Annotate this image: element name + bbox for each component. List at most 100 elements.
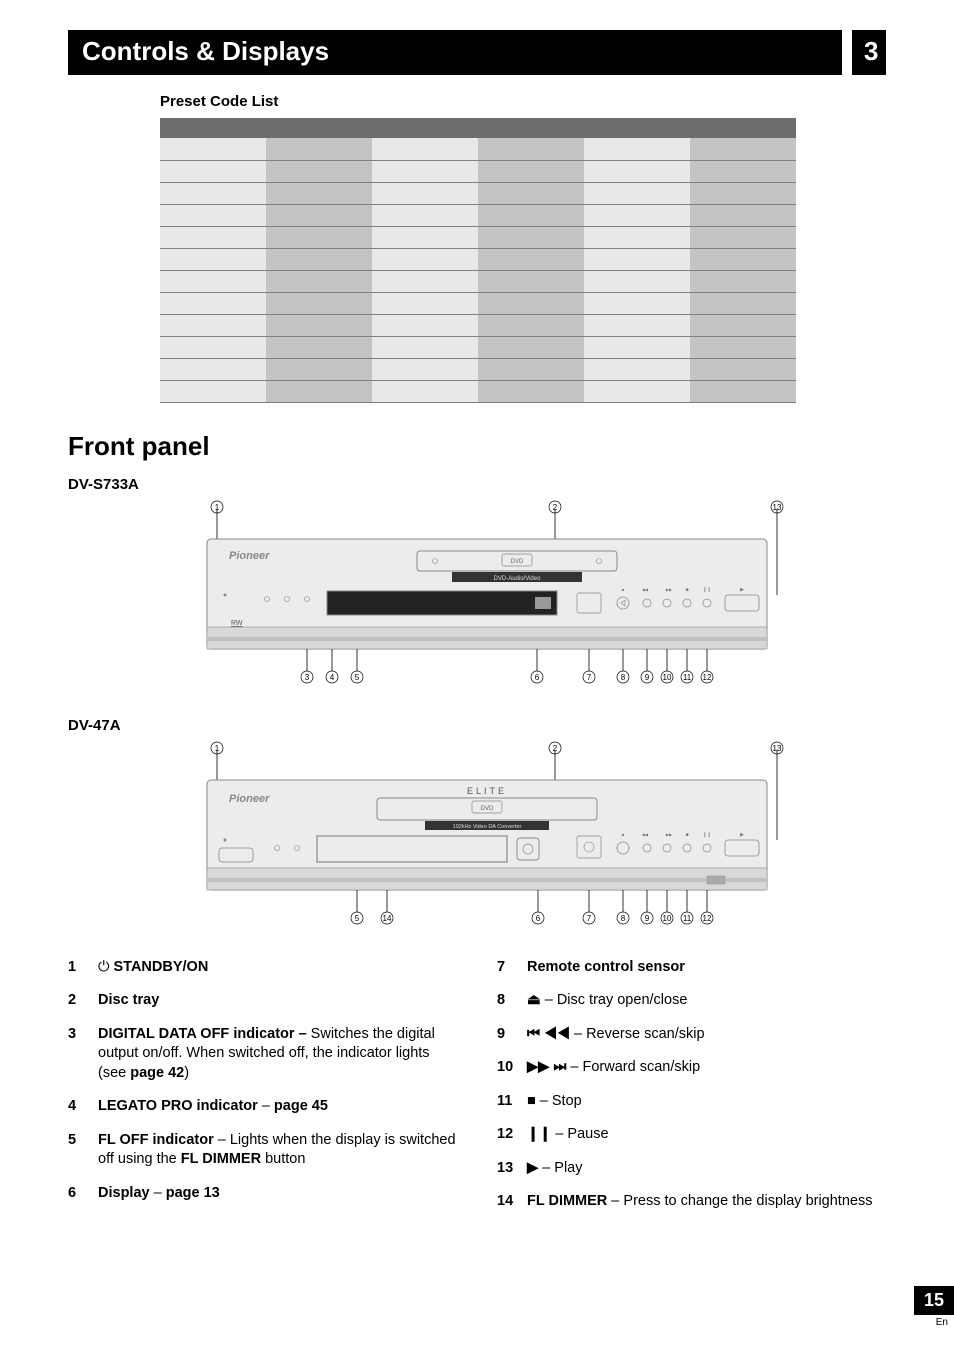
svg-text:1: 1 <box>215 503 220 512</box>
item-body: FL OFF indicator – Lights when the displ… <box>98 1131 457 1170</box>
page-lang: En <box>914 1317 954 1328</box>
svg-text:◀◀: ◀◀ <box>642 587 649 592</box>
list-item: 3DIGITAL DATA OFF indicator – Switches t… <box>68 1025 457 1084</box>
item-number: 9 <box>497 1025 527 1045</box>
svg-text:9: 9 <box>645 673 650 682</box>
svg-text:1: 1 <box>215 744 220 753</box>
svg-text:6: 6 <box>535 673 540 682</box>
page-footer: 15 En <box>914 1286 954 1328</box>
list-item: 4LEGATO PRO indicator – page 45 <box>68 1097 457 1117</box>
svg-text:6: 6 <box>536 914 541 923</box>
front-panel-heading: Front panel <box>68 431 886 462</box>
item-number: 1 <box>68 958 98 978</box>
svg-text:192kHz Video DA Converter: 192kHz Video DA Converter <box>453 824 522 830</box>
item-body: FL DIMMER – Press to change the display … <box>527 1192 886 1212</box>
list-item: 8⏏ – Disc tray open/close <box>497 991 886 1011</box>
svg-text:5: 5 <box>355 673 360 682</box>
item-body: LEGATO PRO indicator – page 45 <box>98 1097 457 1117</box>
chapter-title: Controls & Displays <box>68 30 842 75</box>
svg-text:5: 5 <box>355 914 360 923</box>
svg-text:■: ■ <box>685 587 688 593</box>
list-item: 2Disc tray <box>68 991 457 1011</box>
svg-text:8: 8 <box>621 914 626 923</box>
model-b-label: DV-47A <box>68 717 886 734</box>
list-item: 5FL OFF indicator – Lights when the disp… <box>68 1131 457 1170</box>
item-body: ▶ – Play <box>527 1159 886 1179</box>
svg-text:ELITE: ELITE <box>467 786 507 796</box>
svg-text:❙❙: ❙❙ <box>703 832 711 838</box>
item-body: ⏻ STANDBY/ON <box>98 958 457 978</box>
table-row <box>160 270 796 292</box>
item-number: 13 <box>497 1159 527 1179</box>
list-item: 11■ – Stop <box>497 1092 886 1112</box>
table-row <box>160 380 796 402</box>
svg-text:▶▶: ▶▶ <box>666 587 673 592</box>
svg-text:14: 14 <box>383 914 392 923</box>
svg-text:13: 13 <box>773 744 782 753</box>
chapter-header: Controls & Displays 3 <box>68 30 886 75</box>
device-diagram-b: 1 2 13 Pioneer ELITE DVD 192kHz Video DA… <box>147 740 807 940</box>
svg-text:▶▶: ▶▶ <box>666 832 673 837</box>
model-a-label: DV-S733A <box>68 476 886 493</box>
svg-text:DVD: DVD <box>481 806 494 812</box>
svg-text:8: 8 <box>621 673 626 682</box>
list-item: 1⏻ STANDBY/ON <box>68 958 457 978</box>
svg-text:▶: ▶ <box>740 832 744 838</box>
item-number: 2 <box>68 991 98 1011</box>
svg-text:2: 2 <box>553 744 558 753</box>
svg-text:▲: ▲ <box>621 587 626 593</box>
svg-text:13: 13 <box>773 503 782 512</box>
svg-text:DVD: DVD <box>511 559 524 565</box>
table-row <box>160 358 796 380</box>
svg-text:Pioneer: Pioneer <box>229 793 270 805</box>
svg-text:◀◀: ◀◀ <box>642 832 649 837</box>
item-number: 5 <box>68 1131 98 1170</box>
table-row <box>160 226 796 248</box>
chapter-number: 3 <box>852 30 886 75</box>
list-item: 10▶▶ ⏭ – Forward scan/skip <box>497 1058 886 1078</box>
item-number: 12 <box>497 1125 527 1145</box>
item-number: 7 <box>497 958 527 978</box>
table-row <box>160 248 796 270</box>
svg-text:7: 7 <box>587 914 592 923</box>
table-row <box>160 160 796 182</box>
svg-text:▶: ▶ <box>740 587 744 593</box>
svg-text:Pioneer: Pioneer <box>229 550 270 562</box>
preset-section: Preset Code List <box>160 93 886 403</box>
item-body: DIGITAL DATA OFF indicator – Switches th… <box>98 1025 457 1084</box>
svg-text:10: 10 <box>663 673 672 682</box>
table-row <box>160 314 796 336</box>
list-item: 12❙❙ – Pause <box>497 1125 886 1145</box>
table-row <box>160 182 796 204</box>
item-body: ❙❙ – Pause <box>527 1125 886 1145</box>
item-body: ⏏ – Disc tray open/close <box>527 991 886 1011</box>
svg-text:11: 11 <box>683 914 692 923</box>
svg-text:10: 10 <box>663 914 672 923</box>
preset-table <box>160 118 796 403</box>
list-item: 6Display – page 13 <box>68 1184 457 1204</box>
item-body: ▶▶ ⏭ – Forward scan/skip <box>527 1058 886 1078</box>
callout-descriptions: 1⏻ STANDBY/ON 2Disc tray 3DIGITAL DATA OFF… <box>68 958 886 1227</box>
list-item: 9⏮ ◀◀ – Reverse scan/skip <box>497 1025 886 1045</box>
item-number: 6 <box>68 1184 98 1204</box>
svg-text:4: 4 <box>330 673 335 682</box>
item-number: 11 <box>497 1092 527 1112</box>
svg-text:11: 11 <box>683 673 692 682</box>
svg-text:9: 9 <box>645 914 650 923</box>
svg-text:12: 12 <box>703 673 712 682</box>
svg-text:7: 7 <box>587 673 592 682</box>
list-item: 13▶ – Play <box>497 1159 886 1179</box>
svg-text:2: 2 <box>553 503 558 512</box>
list-item: 14FL DIMMER – Press to change the displa… <box>497 1192 886 1212</box>
svg-text:3: 3 <box>305 673 310 682</box>
item-number: 8 <box>497 991 527 1011</box>
table-row <box>160 138 796 160</box>
table-row <box>160 204 796 226</box>
svg-text:❙❙: ❙❙ <box>703 587 711 593</box>
device-diagram-a: 1 2 13 Pioneer DVD DVD-Audio/Video RW ▲ … <box>147 499 807 699</box>
svg-text:■: ■ <box>685 832 688 838</box>
svg-text:RW: RW <box>231 620 243 627</box>
item-number: 10 <box>497 1058 527 1078</box>
svg-text:12: 12 <box>703 914 712 923</box>
item-number: 14 <box>497 1192 527 1212</box>
